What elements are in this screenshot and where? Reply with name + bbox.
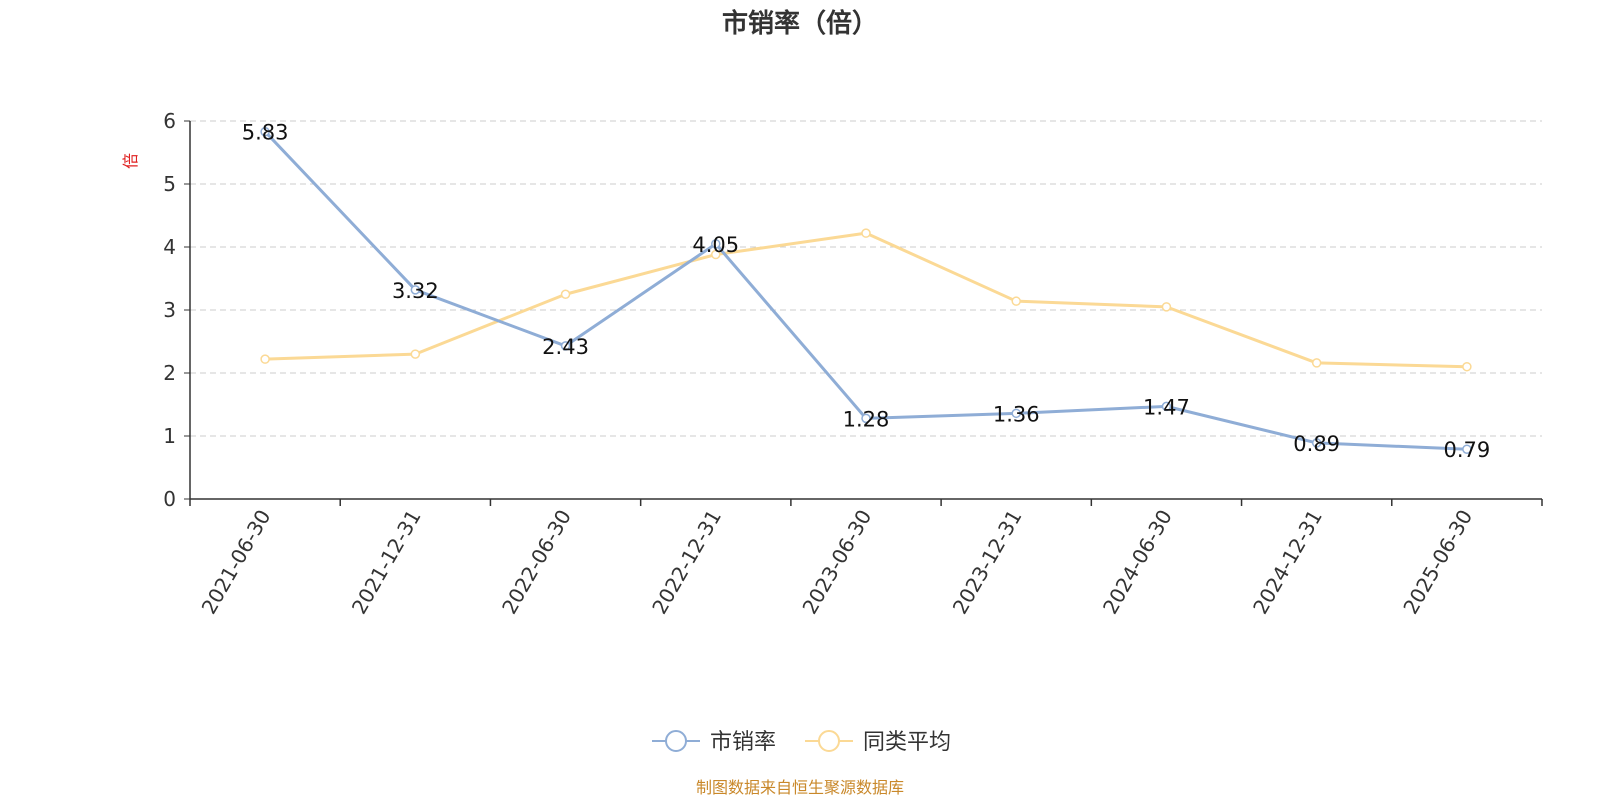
series-1-point-4 <box>861 228 871 238</box>
x-tick-label-3: 2022-12-31 <box>647 506 726 619</box>
series-1-point-6 <box>1161 302 1172 312</box>
series-0-point-1 <box>410 285 421 295</box>
legend-marker-series-0 <box>665 730 687 752</box>
source-note: 制图数据来自恒生聚源数据库 <box>696 778 904 797</box>
series-0-point-2 <box>560 341 571 351</box>
grid-lines <box>190 120 1542 437</box>
y-tick-label-3: 3 <box>163 298 176 322</box>
x-tick-label-1: 2021-12-31 <box>347 506 426 619</box>
series-1-point-3 <box>711 249 721 260</box>
series-1-point-5 <box>1011 296 1021 306</box>
series-1-point-2 <box>560 289 571 299</box>
chart-title: 市销率（倍） <box>722 8 878 39</box>
data-labels: 5.83 3.32 2.43 4.05 1.28 1.36 1.47 0.89 0.79 <box>242 121 1491 463</box>
legend-item-series-0[interactable]: 市销率 <box>652 730 776 755</box>
data-label-0: 5.83 <box>242 121 289 145</box>
legend-label-series-0: 市销率 <box>710 730 776 755</box>
x-tick-label-4: 2023-06-30 <box>797 506 876 619</box>
x-tick-label-8: 2025-06-30 <box>1398 506 1477 619</box>
y-tick-label-1: 1 <box>163 424 176 448</box>
series-0-point-8 <box>1462 444 1472 454</box>
series-0-point-0 <box>260 126 270 137</box>
series-0-point-3 <box>711 239 721 249</box>
data-label-8: 0.79 <box>1444 438 1491 462</box>
y-axis-unit-label: 倍 <box>121 153 140 169</box>
x-tick-label-7: 2024-12-31 <box>1248 506 1327 619</box>
legend-label-series-1: 同类平均 <box>863 730 951 755</box>
x-tick-label-2: 2022-06-30 <box>497 506 576 619</box>
data-label-6: 1.47 <box>1143 395 1190 419</box>
x-tick-label-0: 2021-06-30 <box>197 506 276 619</box>
series-line-0 <box>263 130 1469 451</box>
x-tick-label-6: 2024-06-30 <box>1098 506 1177 619</box>
x-tick-label-5: 2023-12-31 <box>948 506 1027 619</box>
legend: 市销率 同类平均 <box>652 730 951 755</box>
legend-item-series-1[interactable]: 同类平均 <box>805 730 951 755</box>
series-1-point-1 <box>410 349 421 359</box>
y-tick-label-6: 6 <box>163 109 176 133</box>
data-label-7: 0.89 <box>1293 432 1340 456</box>
y-tick-label-4: 4 <box>163 235 176 259</box>
data-label-3: 4.05 <box>692 233 739 257</box>
data-label-2: 2.43 <box>542 335 589 359</box>
series-0-point-4 <box>861 413 871 424</box>
data-label-4: 1.28 <box>843 407 890 431</box>
data-label-5: 1.36 <box>993 402 1040 426</box>
y-tick-label-2: 2 <box>163 361 176 385</box>
y-tick-label-5: 5 <box>163 172 176 196</box>
series-0-point-5 <box>1011 408 1021 419</box>
series-1-point-7 <box>1311 358 1322 368</box>
data-label-1: 3.32 <box>392 279 439 303</box>
series-0-point-7 <box>1311 438 1322 448</box>
series-0-point-6 <box>1161 401 1172 412</box>
series-1-point-0 <box>260 354 270 364</box>
legend-marker-series-1 <box>818 730 840 752</box>
y-tick-label-0: 0 <box>163 487 176 511</box>
series-1-point-8 <box>1462 361 1472 372</box>
series-lines <box>260 126 1472 454</box>
